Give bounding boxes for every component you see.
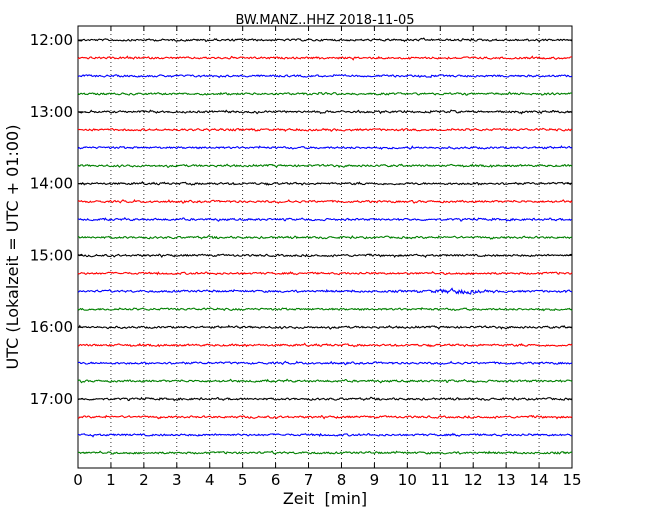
seismic-trace [77, 180, 573, 186]
plot-frame [77, 25, 573, 469]
x-tick-label: 1 [106, 471, 116, 489]
y-tick-label: 16:00 [30, 318, 73, 336]
y-tick-label: 12:00 [30, 31, 73, 49]
seismic-trace [77, 235, 573, 240]
y-axis-label: UTC (Lokalzeit = UTC + 01:00) [3, 125, 22, 370]
seismic-trace [77, 432, 573, 438]
y-tick-label: 13:00 [30, 103, 73, 121]
seismic-trace [77, 55, 572, 61]
x-tick-label: 2 [139, 471, 149, 489]
chart-title: BW.MANZ..HHZ 2018-11-05 [235, 13, 414, 28]
seismic-trace [77, 91, 573, 96]
y-tick-label: 14:00 [30, 175, 73, 193]
x-tick-label: 3 [172, 471, 182, 489]
x-tick-label: 4 [205, 471, 215, 489]
seismic-trace [77, 450, 573, 455]
seismic-trace [78, 253, 573, 259]
x-tick-label: 9 [370, 471, 380, 489]
x-tick-label: 6 [271, 471, 281, 489]
seismic-trace [77, 342, 573, 348]
seismic-trace [77, 199, 573, 204]
seismic-trace [77, 396, 573, 402]
seismic-trace [77, 378, 573, 384]
grid-lines [110, 26, 540, 468]
y-tick-label: 17:00 [30, 390, 73, 408]
x-tick-label: 14 [530, 471, 549, 489]
seismic-trace [77, 306, 573, 312]
traces [77, 37, 573, 455]
seismic-trace [77, 37, 573, 43]
x-tick-label: 8 [337, 471, 347, 489]
seismic-trace [77, 271, 573, 276]
seismic-trace [77, 74, 573, 79]
seismic-trace [77, 109, 573, 115]
seismic-trace [78, 216, 573, 222]
seismic-trace [77, 287, 573, 295]
x-tick-label: 0 [73, 471, 83, 489]
x-tick-label: 12 [464, 471, 483, 489]
seismic-trace [77, 145, 573, 150]
x-tick-label: 11 [431, 471, 450, 489]
y-tick-label: 15:00 [30, 246, 73, 264]
y-ticks: 12:00 13:00 14:00 15:00 16:00 17:00 [30, 31, 572, 408]
seismic-trace [77, 414, 573, 420]
x-ticks: 0 1 2 3 4 5 6 7 8 9 10 11 12 13 14 15 [73, 26, 582, 489]
x-axis-label: Zeit [min] [283, 489, 367, 508]
seismic-trace [77, 163, 573, 169]
x-tick-label: 7 [304, 471, 314, 489]
seismic-trace [77, 127, 573, 132]
x-tick-label: 10 [398, 471, 417, 489]
x-tick-label: 5 [238, 471, 248, 489]
seismic-trace [77, 360, 573, 366]
seismic-trace [77, 324, 573, 330]
x-tick-label: 15 [562, 471, 581, 489]
x-tick-label: 13 [497, 471, 516, 489]
